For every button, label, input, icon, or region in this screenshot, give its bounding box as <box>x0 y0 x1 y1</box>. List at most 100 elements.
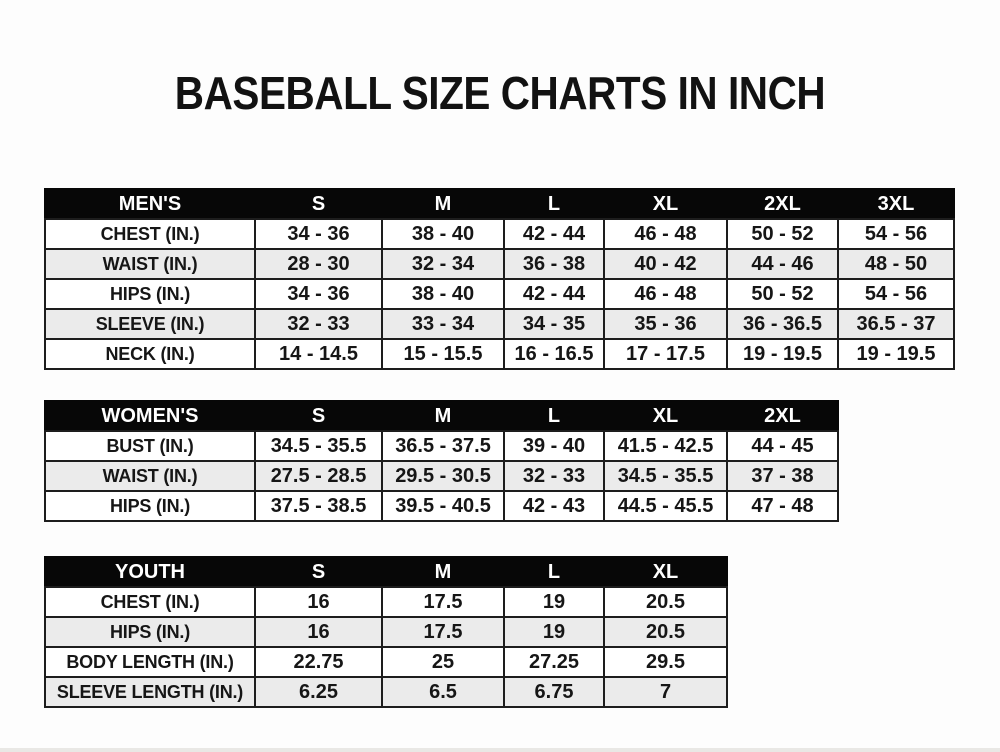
size-value-cell: 29.5 <box>603 646 728 678</box>
size-value-cell: 32 - 33 <box>254 308 383 340</box>
size-value-cell: 36.5 - 37 <box>837 308 955 340</box>
table-row: BUST (IN.) 34.5 - 35.5 36.5 - 37.5 39 - … <box>44 430 839 462</box>
size-column-header: S <box>254 400 383 432</box>
table-row: SLEEVE LENGTH (IN.) 6.25 6.5 6.75 7 <box>44 676 728 708</box>
size-column-header: M <box>381 400 505 432</box>
size-value-cell: 44.5 - 45.5 <box>603 490 728 522</box>
size-column-header: XL <box>603 188 728 220</box>
size-value-cell: 33 - 34 <box>381 308 505 340</box>
size-value-cell: 36.5 - 37.5 <box>381 430 505 462</box>
size-value-cell: 42 - 43 <box>503 490 605 522</box>
size-value-cell: 19 - 19.5 <box>837 338 955 370</box>
size-value-cell: 42 - 44 <box>503 278 605 310</box>
size-column-header: L <box>503 188 605 220</box>
row-label: WAIST (IN.) <box>44 248 256 280</box>
size-value-cell: 28 - 30 <box>254 248 383 280</box>
size-value-cell: 46 - 48 <box>603 278 728 310</box>
size-value-cell: 36 - 36.5 <box>726 308 839 340</box>
size-value-cell: 29.5 - 30.5 <box>381 460 505 492</box>
size-value-cell: 37.5 - 38.5 <box>254 490 383 522</box>
size-value-cell: 34 - 35 <box>503 308 605 340</box>
table-title-cell: YOUTH <box>44 556 256 588</box>
size-value-cell: 38 - 40 <box>381 278 505 310</box>
size-value-cell: 6.75 <box>503 676 605 708</box>
size-value-cell: 19 <box>503 616 605 648</box>
size-value-cell: 17.5 <box>381 616 505 648</box>
table-row: WAIST (IN.) 27.5 - 28.5 29.5 - 30.5 32 -… <box>44 460 839 492</box>
photo-edge-artifact <box>0 748 1000 752</box>
mens-size-table: MEN'S S M L XL 2XL 3XL CHEST (IN.) 34 - … <box>44 188 955 370</box>
size-value-cell: 42 - 44 <box>503 218 605 250</box>
size-value-cell: 34.5 - 35.5 <box>254 430 383 462</box>
row-label: HIPS (IN.) <box>44 616 256 648</box>
row-label: BUST (IN.) <box>44 430 256 462</box>
table-row: CHEST (IN.) 34 - 36 38 - 40 42 - 44 46 -… <box>44 218 955 250</box>
size-value-cell: 46 - 48 <box>603 218 728 250</box>
size-value-cell: 19 - 19.5 <box>726 338 839 370</box>
size-column-header: 2XL <box>726 400 839 432</box>
size-value-cell: 16 - 16.5 <box>503 338 605 370</box>
size-value-cell: 44 - 45 <box>726 430 839 462</box>
mens-header-row: MEN'S S M L XL 2XL 3XL <box>44 188 955 220</box>
size-value-cell: 20.5 <box>603 616 728 648</box>
size-value-cell: 39 - 40 <box>503 430 605 462</box>
row-label: BODY LENGTH (IN.) <box>44 646 256 678</box>
table-title-cell: MEN'S <box>44 188 256 220</box>
size-column-header: XL <box>603 400 728 432</box>
size-value-cell: 32 - 34 <box>381 248 505 280</box>
size-value-cell: 16 <box>254 616 383 648</box>
table-row: HIPS (IN.) 37.5 - 38.5 39.5 - 40.5 42 - … <box>44 490 839 522</box>
table-row: HIPS (IN.) 34 - 36 38 - 40 42 - 44 46 - … <box>44 278 955 310</box>
size-value-cell: 20.5 <box>603 586 728 618</box>
size-value-cell: 34 - 36 <box>254 278 383 310</box>
row-label: SLEEVE LENGTH (IN.) <box>44 676 256 708</box>
table-row: HIPS (IN.) 16 17.5 19 20.5 <box>44 616 728 648</box>
size-value-cell: 17 - 17.5 <box>603 338 728 370</box>
size-value-cell: 7 <box>603 676 728 708</box>
size-value-cell: 19 <box>503 586 605 618</box>
row-label: CHEST (IN.) <box>44 218 256 250</box>
size-column-header: M <box>381 188 505 220</box>
size-value-cell: 32 - 33 <box>503 460 605 492</box>
size-column-header: M <box>381 556 505 588</box>
size-value-cell: 38 - 40 <box>381 218 505 250</box>
row-label: HIPS (IN.) <box>44 278 256 310</box>
womens-size-table: WOMEN'S S M L XL 2XL BUST (IN.) 34.5 - 3… <box>44 400 839 522</box>
size-value-cell: 39.5 - 40.5 <box>381 490 505 522</box>
size-value-cell: 25 <box>381 646 505 678</box>
size-column-header: 3XL <box>837 188 955 220</box>
size-value-cell: 16 <box>254 586 383 618</box>
size-value-cell: 17.5 <box>381 586 505 618</box>
table-row: SLEEVE (IN.) 32 - 33 33 - 34 34 - 35 35 … <box>44 308 955 340</box>
row-label: SLEEVE (IN.) <box>44 308 256 340</box>
size-column-header: XL <box>603 556 728 588</box>
size-value-cell: 50 - 52 <box>726 278 839 310</box>
row-label: HIPS (IN.) <box>44 490 256 522</box>
row-label: NECK (IN.) <box>44 338 256 370</box>
size-value-cell: 27.25 <box>503 646 605 678</box>
size-value-cell: 44 - 46 <box>726 248 839 280</box>
size-value-cell: 35 - 36 <box>603 308 728 340</box>
size-value-cell: 34 - 36 <box>254 218 383 250</box>
size-value-cell: 40 - 42 <box>603 248 728 280</box>
size-value-cell: 14 - 14.5 <box>254 338 383 370</box>
table-row: CHEST (IN.) 16 17.5 19 20.5 <box>44 586 728 618</box>
size-value-cell: 50 - 52 <box>726 218 839 250</box>
size-value-cell: 22.75 <box>254 646 383 678</box>
size-value-cell: 15 - 15.5 <box>381 338 505 370</box>
size-value-cell: 34.5 - 35.5 <box>603 460 728 492</box>
size-column-header: L <box>503 400 605 432</box>
row-label: WAIST (IN.) <box>44 460 256 492</box>
youth-header-row: YOUTH S M L XL <box>44 556 728 588</box>
table-row: WAIST (IN.) 28 - 30 32 - 34 36 - 38 40 -… <box>44 248 955 280</box>
size-column-header: L <box>503 556 605 588</box>
size-value-cell: 48 - 50 <box>837 248 955 280</box>
size-column-header: S <box>254 188 383 220</box>
womens-header-row: WOMEN'S S M L XL 2XL <box>44 400 839 432</box>
size-value-cell: 27.5 - 28.5 <box>254 460 383 492</box>
row-label: CHEST (IN.) <box>44 586 256 618</box>
page-title: BASEBALL SIZE CHARTS IN INCH <box>174 67 826 119</box>
size-value-cell: 6.25 <box>254 676 383 708</box>
youth-size-table: YOUTH S M L XL CHEST (IN.) 16 17.5 19 20… <box>44 556 728 708</box>
